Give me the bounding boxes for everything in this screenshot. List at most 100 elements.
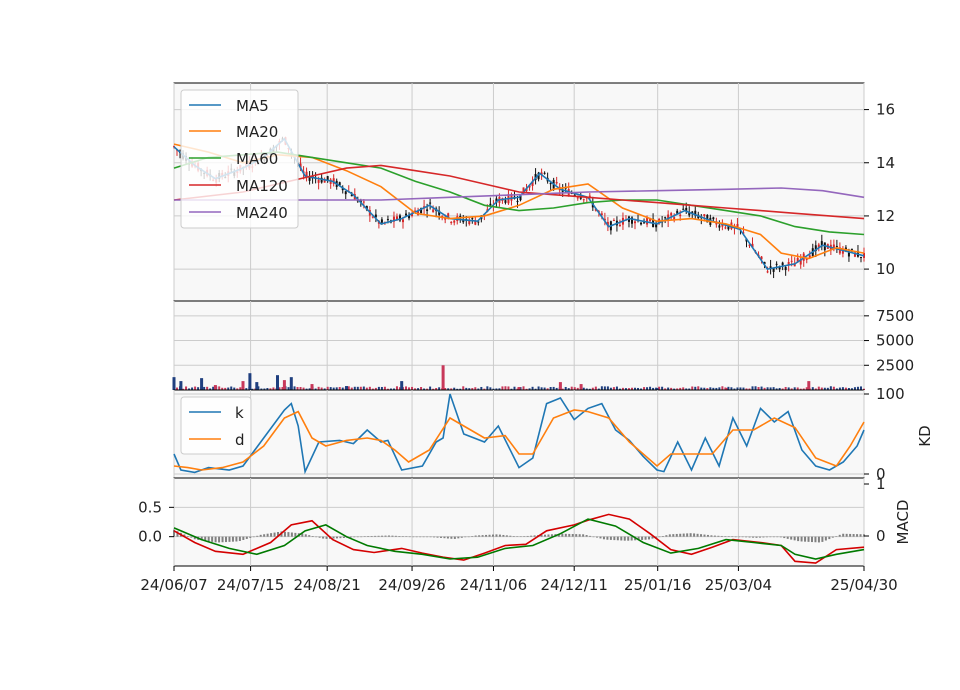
volume-bar <box>811 387 814 390</box>
macd-hist-bar <box>793 536 796 541</box>
volume-bar <box>200 378 204 390</box>
macd-left-tick-label: 0.5 <box>138 498 162 516</box>
candle-body <box>742 232 745 234</box>
candle-body <box>332 178 335 184</box>
price-panel: 10 12 14 16 MA5 MA20 MA60 MA120 MA240 <box>173 82 895 302</box>
macd-hist-bar <box>190 536 193 538</box>
candle-body <box>736 224 739 229</box>
volume-bar <box>471 388 474 390</box>
macd-hist-bar <box>304 534 307 537</box>
volume-bar <box>751 386 754 390</box>
volume-bar <box>715 387 718 390</box>
volume-bar <box>477 388 480 390</box>
volume-bar <box>856 386 859 390</box>
candle-body <box>673 217 676 221</box>
macd-hist-bar <box>859 534 862 537</box>
macd-hist-bar <box>353 536 356 538</box>
volume-bar <box>724 388 728 390</box>
x-tick-label: 24/11/06 <box>460 576 527 594</box>
macd-hist-bar <box>752 536 755 538</box>
macd-hist-bar <box>530 535 533 537</box>
macd-hist-bar <box>457 536 460 539</box>
macd-hist-bar <box>720 535 723 537</box>
candle-body <box>664 217 667 219</box>
volume-bar <box>362 386 365 390</box>
volume-bar <box>299 387 302 390</box>
candle-body <box>405 213 408 216</box>
volume-bar <box>787 387 790 390</box>
macd-hist-bar <box>828 536 831 540</box>
kd-tick-label: 0 <box>876 465 886 483</box>
candle-body <box>784 266 787 271</box>
price-tick-label: 14 <box>876 154 895 172</box>
volume-bar <box>429 386 432 390</box>
price-tick-label: 16 <box>876 101 895 119</box>
candle-body <box>748 244 751 246</box>
candle-body <box>411 213 414 217</box>
volume-bar <box>624 388 627 390</box>
volume-bar <box>398 387 401 390</box>
candle-body <box>769 266 772 269</box>
volume-bar <box>576 387 579 390</box>
macd-hist-bar <box>648 536 651 540</box>
candle-body <box>667 214 670 221</box>
macd-hist-bar <box>672 534 675 537</box>
volume-bar <box>863 388 865 390</box>
macd-hist-bar <box>582 534 585 537</box>
volume-bar <box>525 388 528 390</box>
macd-hist-bar <box>412 536 415 538</box>
volume-bar <box>414 388 417 390</box>
macd-hist-bar <box>557 533 560 537</box>
macd-hist-bar <box>259 534 262 537</box>
macd-hist-bar <box>758 536 761 538</box>
macd-hist-bar <box>817 536 820 543</box>
macd-lines <box>173 513 865 564</box>
volume-bar <box>591 387 594 390</box>
candle-body <box>766 271 769 273</box>
legend-box <box>180 89 299 229</box>
volume-y-axis: 2500 5000 7500 <box>864 307 914 374</box>
macd-hist-bar <box>776 536 779 538</box>
macd-hist-bar <box>408 536 411 538</box>
volume-bar <box>772 387 775 390</box>
candle-body <box>414 210 417 212</box>
macd-hist-bar <box>696 533 699 537</box>
volume-bar <box>859 386 862 390</box>
volume-bar <box>263 388 266 390</box>
macd-right-tick-label: 1 <box>876 475 886 493</box>
volume-bar <box>278 387 281 390</box>
candle-body <box>751 243 754 248</box>
volume-bar <box>558 382 562 390</box>
volume-bar <box>213 385 217 390</box>
volume-bar <box>305 388 308 390</box>
volume-bar <box>317 386 320 390</box>
macd-hist-bar <box>713 535 716 537</box>
volume-bar <box>209 388 212 390</box>
macd-hist-bar <box>627 536 630 541</box>
candle-body <box>588 195 591 197</box>
macd-ylabel: MACD <box>894 500 912 545</box>
volume-bar <box>793 387 796 390</box>
macd-hist-bar <box>332 536 335 539</box>
volume-bar <box>389 388 392 390</box>
macd-hist-bar <box>200 536 203 541</box>
macd-hist-bar <box>637 536 640 541</box>
macd-hist-bar <box>800 536 803 542</box>
macd-hist-bar <box>606 536 609 540</box>
macd-hist-bar <box>211 536 214 542</box>
volume-bar <box>441 365 445 390</box>
macd-hist-bar <box>467 536 470 538</box>
macd-hist-bar <box>415 536 418 538</box>
volume-bar <box>799 388 802 390</box>
macd-hist-bar <box>835 536 838 537</box>
volume-bar <box>400 381 404 390</box>
macd-hist-bar <box>585 535 588 537</box>
volume-bar <box>432 388 435 390</box>
volume-bar <box>652 387 655 390</box>
macd-right-tick-label: 0 <box>876 527 886 545</box>
macd-hist-bar <box>592 536 595 538</box>
volume-bar <box>829 386 832 390</box>
candle-body <box>408 215 411 219</box>
volume-bar <box>688 388 691 390</box>
candle-body <box>679 214 682 217</box>
